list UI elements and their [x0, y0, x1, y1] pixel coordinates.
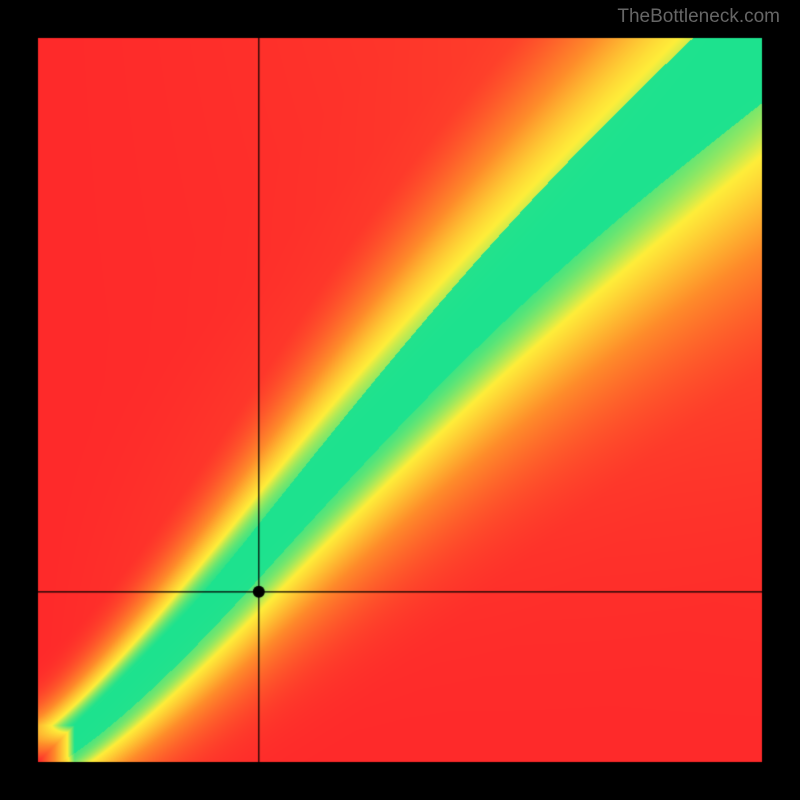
chart-container: TheBottleneck.com — [0, 0, 800, 800]
heatmap-canvas — [0, 0, 800, 800]
watermark-text: TheBottleneck.com — [617, 6, 780, 28]
